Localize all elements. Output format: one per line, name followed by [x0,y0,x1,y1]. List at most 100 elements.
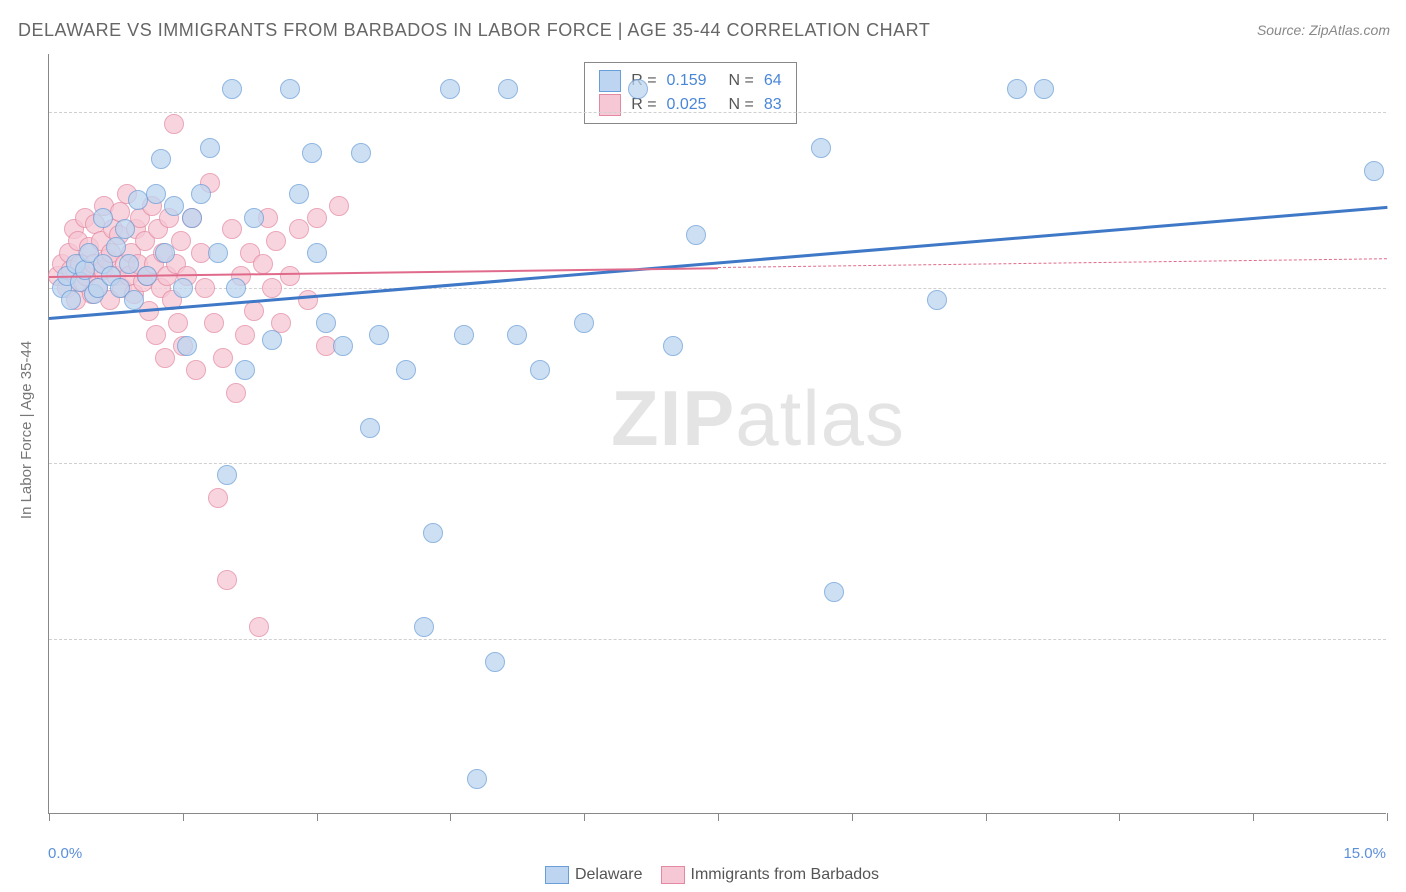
x-tick-label-left: 0.0% [48,845,82,862]
data-point [93,208,113,228]
data-point [280,79,300,99]
y-tick-label: 100.0% [1396,104,1406,121]
data-point [155,243,175,263]
data-point [360,418,380,438]
chart-container: DELAWARE VS IMMIGRANTS FROM BARBADOS IN … [0,0,1406,892]
data-point [333,336,353,356]
data-point [61,290,81,310]
data-point [124,290,144,310]
data-point [280,266,300,286]
data-point [1034,79,1054,99]
x-tick [986,813,987,821]
data-point [191,184,211,204]
data-point [200,138,220,158]
gridline [49,463,1386,464]
legend-r-value: 0.159 [667,69,719,93]
watermark-thin: atlas [735,374,905,462]
data-point [369,325,389,345]
data-point [164,196,184,216]
data-point [222,79,242,99]
x-tick [584,813,585,821]
data-point [168,313,188,333]
legend-n-value: 64 [764,69,782,93]
y-tick-label: 70.0% [1396,455,1406,472]
data-point [507,325,527,345]
data-point [498,79,518,99]
data-point [186,360,206,380]
x-tick [852,813,853,821]
data-point [927,290,947,310]
data-point [208,488,228,508]
x-tick [1119,813,1120,821]
data-point [244,208,264,228]
y-tick-label: 55.0% [1396,630,1406,647]
data-point [298,290,318,310]
legend-stats-box: R =0.159N =64R =0.025N =83 [584,62,796,124]
data-point [1364,161,1384,181]
data-point [289,219,309,239]
legend-series-label: Immigrants from Barbados [691,866,880,883]
x-tick-label-right: 15.0% [1343,845,1386,862]
data-point [467,769,487,789]
plot-area: ZIPatlas R =0.159N =64R =0.025N =83 55.0… [48,54,1386,814]
data-point [307,243,327,263]
legend-stat-row: R =0.159N =64 [599,69,781,93]
gridline [49,639,1386,640]
data-point [222,219,242,239]
watermark-bold: ZIP [611,374,735,462]
data-point [302,143,322,163]
chart-title: DELAWARE VS IMMIGRANTS FROM BARBADOS IN … [18,20,930,41]
data-point [1007,79,1027,99]
data-point [454,325,474,345]
data-point [663,336,683,356]
data-point [146,184,166,204]
data-point [208,243,228,263]
data-point [485,652,505,672]
data-point [396,360,416,380]
data-point [423,523,443,543]
data-point [151,149,171,169]
x-tick [1253,813,1254,821]
legend-series-label: Delaware [575,866,643,883]
data-point [146,325,166,345]
y-tick-label: 85.0% [1396,279,1406,296]
data-point [262,278,282,298]
y-axis-label: In Labor Force | Age 35-44 [18,341,35,519]
data-point [574,313,594,333]
x-tick [183,813,184,821]
watermark: ZIPatlas [611,373,905,464]
data-point [824,582,844,602]
data-point [811,138,831,158]
data-point [217,465,237,485]
data-point [173,278,193,298]
data-point [266,231,286,251]
data-point [204,313,224,333]
legend-swatch [545,866,569,884]
data-point [226,278,246,298]
data-point [351,143,371,163]
data-point [414,617,434,637]
data-point [155,348,175,368]
data-point [628,79,648,99]
data-point [440,79,460,99]
data-point [530,360,550,380]
data-point [213,348,233,368]
legend-n-label: N = [729,69,754,93]
legend-swatch [599,70,621,92]
data-point [329,196,349,216]
data-point [217,570,237,590]
data-point [195,278,215,298]
x-tick [718,813,719,821]
x-tick [49,813,50,821]
gridline [49,112,1386,113]
x-tick [317,813,318,821]
data-point [115,219,135,239]
data-point [164,114,184,134]
data-point [316,313,336,333]
legend-bottom: Delaware Immigrants from Barbados [0,866,1406,884]
data-point [182,208,202,228]
data-point [235,325,255,345]
trend-line-extrapolated [718,259,1387,269]
data-point [307,208,327,228]
x-tick [450,813,451,821]
